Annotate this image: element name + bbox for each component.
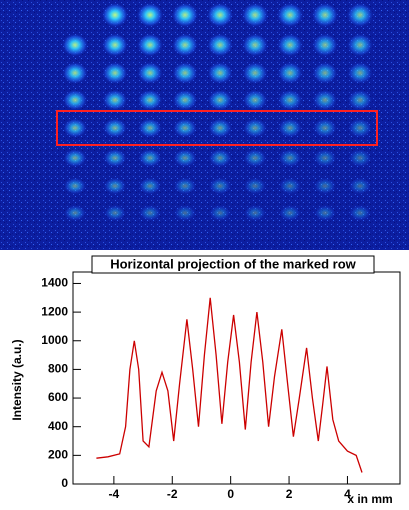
spot	[279, 205, 301, 221]
spot	[173, 149, 197, 167]
spot	[172, 89, 198, 111]
spot	[242, 89, 268, 111]
spot	[208, 149, 232, 167]
detector-image	[0, 0, 409, 250]
y-axis-label: Intensity (a.u.)	[10, 339, 24, 420]
spot	[102, 62, 128, 84]
title-box	[91, 255, 375, 274]
spot	[243, 118, 267, 138]
spot	[313, 118, 337, 138]
spot	[313, 177, 337, 195]
spot	[278, 118, 302, 138]
spot	[62, 89, 88, 111]
chart-title: Horizontal projection of the marked row	[110, 256, 356, 271]
spot	[277, 33, 303, 57]
spot	[103, 177, 127, 195]
spot	[102, 33, 128, 57]
spot	[207, 3, 233, 27]
spot	[277, 89, 303, 111]
spot	[349, 205, 371, 221]
spot	[63, 118, 87, 138]
spot	[242, 62, 268, 84]
x-axis-label: x in mm	[347, 492, 392, 506]
marked-row	[56, 110, 378, 146]
spot	[63, 177, 87, 195]
spot	[243, 149, 267, 167]
spot	[312, 89, 338, 111]
spot	[207, 33, 233, 57]
spot	[277, 62, 303, 84]
spot	[312, 3, 338, 27]
spot	[172, 62, 198, 84]
spot	[278, 177, 302, 195]
spot	[244, 205, 266, 221]
x-tick-label: 2	[286, 487, 293, 501]
spot	[174, 205, 196, 221]
spot	[312, 62, 338, 84]
x-tick-label: -4	[109, 487, 120, 501]
x-tick-label: 4	[344, 487, 351, 501]
spot	[172, 3, 198, 27]
spot	[62, 62, 88, 84]
y-tick-label: 800	[48, 362, 68, 376]
y-tick-label: 0	[61, 476, 68, 490]
spot	[347, 62, 373, 84]
spot	[314, 205, 336, 221]
spot	[347, 33, 373, 57]
spot	[173, 118, 197, 138]
spot	[242, 3, 268, 27]
x-tick-label: -2	[167, 487, 178, 501]
y-tick-label: 1000	[41, 333, 68, 347]
spot	[137, 3, 163, 27]
spot	[348, 149, 372, 167]
spot	[208, 177, 232, 195]
data-line	[96, 297, 363, 473]
spot	[348, 118, 372, 138]
spot	[102, 89, 128, 111]
y-tick-label: 200	[48, 448, 68, 462]
spot	[208, 118, 232, 138]
spot	[207, 89, 233, 111]
spot	[207, 62, 233, 84]
spot	[102, 3, 128, 27]
spot	[243, 177, 267, 195]
y-tick-label: 1200	[41, 304, 68, 318]
spot	[277, 3, 303, 27]
spot	[348, 177, 372, 195]
spot	[313, 149, 337, 167]
y-tick-label: 400	[48, 419, 68, 433]
spot	[103, 149, 127, 167]
y-tick-label: 1400	[41, 276, 68, 290]
spot	[64, 205, 86, 221]
detector-spots	[62, 3, 373, 221]
spot	[172, 33, 198, 57]
spot	[139, 205, 161, 221]
spot	[347, 89, 373, 111]
spot	[138, 118, 162, 138]
spot	[137, 89, 163, 111]
spot	[242, 33, 268, 57]
spot	[63, 149, 87, 167]
spot	[62, 33, 88, 57]
y-tick-label: 600	[48, 390, 68, 404]
spot	[103, 118, 127, 138]
spot	[104, 205, 126, 221]
spot	[138, 177, 162, 195]
spot	[137, 33, 163, 57]
spot	[137, 62, 163, 84]
spot	[347, 3, 373, 27]
spot	[312, 33, 338, 57]
spot	[209, 205, 231, 221]
spot	[173, 177, 197, 195]
x-tick-label: 0	[227, 487, 234, 501]
spot	[278, 149, 302, 167]
spot	[138, 149, 162, 167]
